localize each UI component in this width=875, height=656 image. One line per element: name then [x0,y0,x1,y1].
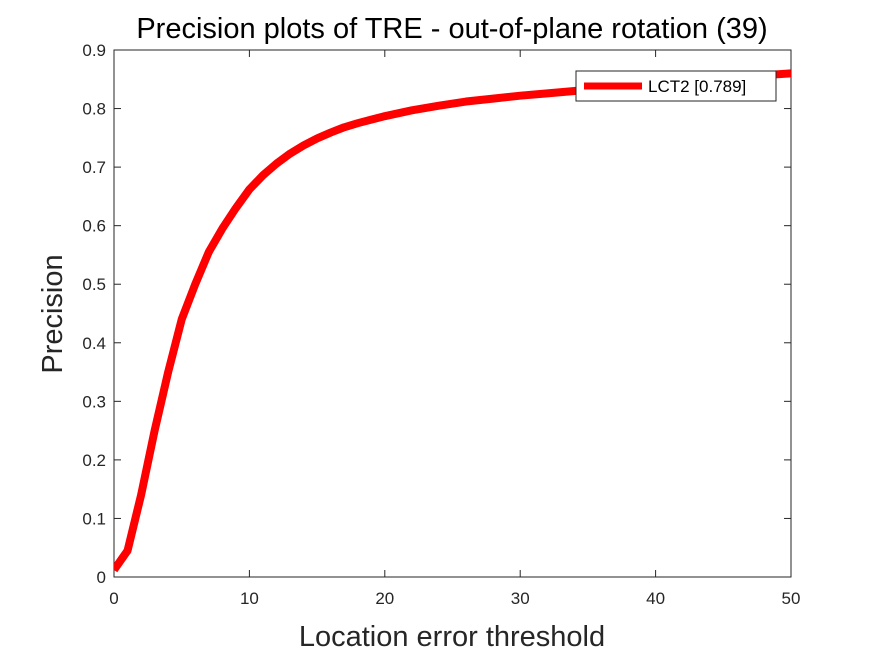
y-tick-label: 0.7 [82,158,106,177]
x-tick-label: 40 [646,589,665,608]
x-tick-label: 20 [375,589,394,608]
y-tick-label: 0.2 [82,451,106,470]
y-axis-label: Precision [37,254,69,373]
chart-title: Precision plots of TRE - out-of-plane ro… [136,13,767,45]
x-tick-label: 10 [240,589,259,608]
x-tick-label: 50 [782,589,801,608]
y-tick-label: 0.3 [82,392,106,411]
y-tick-label: 0.4 [82,334,106,353]
legend: LCT2 [0.789] [575,70,777,102]
y-tick-label: 0.9 [82,41,106,60]
y-tick-label: 0.1 [82,509,106,528]
x-tick-label: 30 [511,589,530,608]
legend-label-lct2: LCT2 [0.789] [648,77,746,96]
y-tick-label: 0.8 [82,100,106,119]
y-tick-label: 0.6 [82,217,106,236]
y-tick-label: 0.5 [82,275,106,294]
axis-ticks: 0 10 20 30 40 50 0 0.1 0.2 0.3 0.4 0.5 0.6 0.7 0.8 0.9 [82,41,800,608]
x-axis-label: Location error threshold [299,621,605,653]
x-tick-label: 0 [109,589,118,608]
plot-area [113,49,792,578]
y-tick-label: 0 [97,568,106,587]
